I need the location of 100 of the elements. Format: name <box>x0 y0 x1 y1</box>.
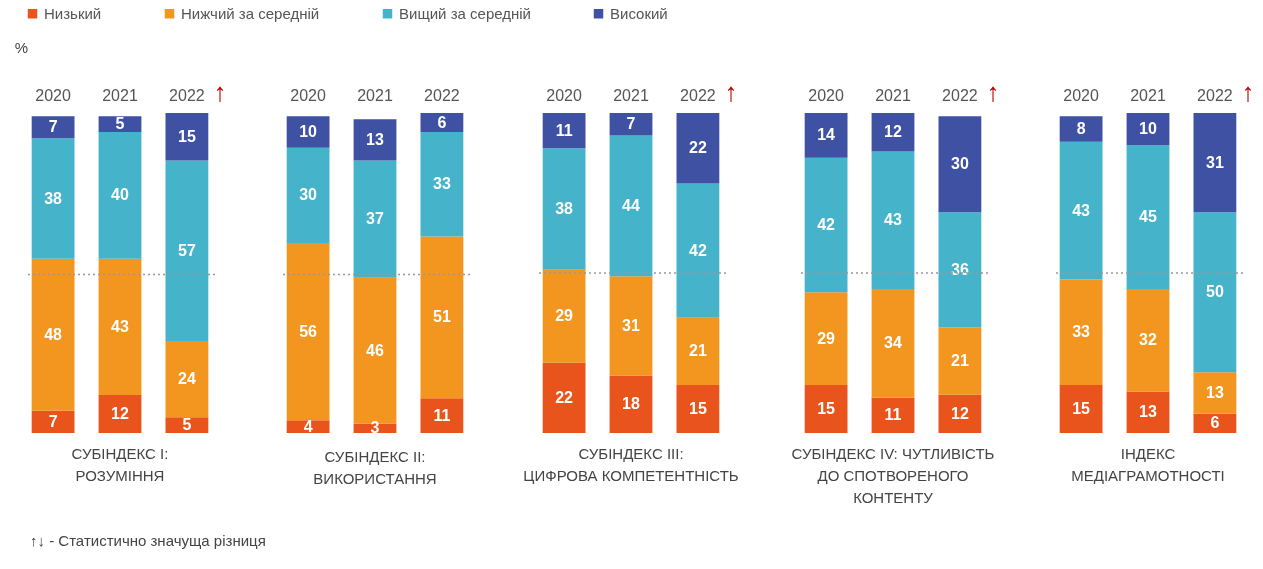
text: СУБІНДЕКС II: ВИКОРИСТАННЯ <box>313 448 437 488</box>
bar <box>938 394 982 433</box>
bar <box>676 183 720 318</box>
data-label: 22 <box>689 139 707 157</box>
x-tick-label: 2021 <box>1130 86 1166 104</box>
data-label: 40 <box>111 186 129 204</box>
data-label: 29 <box>555 307 574 325</box>
x-tick-label: 2020 <box>290 86 326 104</box>
bar <box>804 385 848 433</box>
legend-label: Нижчий за середній <box>181 4 320 22</box>
legend-label: Низький <box>44 4 102 22</box>
data-label: 32 <box>1139 331 1157 349</box>
data-label: 6 <box>1210 414 1220 432</box>
bar <box>609 135 653 277</box>
x-tick-label: 2022 <box>942 86 978 104</box>
bar <box>1059 141 1103 280</box>
data-label: 12 <box>111 404 129 422</box>
data-label: 10 <box>299 123 318 141</box>
x-tick-label: 2021 <box>357 86 393 104</box>
bar <box>676 317 720 385</box>
bar <box>165 113 209 161</box>
bar <box>31 138 75 259</box>
bar <box>938 116 982 213</box>
data-label: 43 <box>1072 201 1091 219</box>
bar <box>98 132 142 259</box>
bar <box>871 397 915 433</box>
bar <box>98 258 142 395</box>
bar <box>804 292 848 385</box>
data-label: 33 <box>1072 323 1091 341</box>
text: СУБІНДЕКС III: ЦИФРОВА КОМПЕТЕНТНІСТЬ <box>523 445 739 484</box>
data-label: 22 <box>555 388 574 406</box>
data-label: 18 <box>622 395 640 413</box>
data-label: 12 <box>884 123 902 141</box>
x-tick-label: 2020 <box>808 86 844 104</box>
data-label: 31 <box>622 316 640 334</box>
bar <box>165 417 209 433</box>
bar <box>542 269 586 363</box>
data-label: 3 <box>370 419 380 437</box>
y-axis-title: % <box>14 38 29 56</box>
bar <box>286 116 330 148</box>
bar <box>938 212 982 328</box>
data-label: 21 <box>689 342 707 360</box>
data-label: 15 <box>689 400 707 417</box>
data-label: 13 <box>1206 384 1224 401</box>
bar <box>871 289 915 398</box>
data-label: 15 <box>178 127 196 145</box>
data-label: 43 <box>111 317 129 335</box>
text: ↑ <box>213 77 227 107</box>
data-label: 38 <box>555 200 574 217</box>
data-label: 11 <box>884 406 902 424</box>
data-label: 6 <box>437 113 447 131</box>
data-label: 33 <box>433 175 451 193</box>
x-tick-label: 2022 <box>424 86 460 104</box>
data-label: 48 <box>44 325 63 343</box>
data-label: 15 <box>1072 400 1091 417</box>
data-label: 43 <box>884 211 902 229</box>
bar <box>1126 145 1170 289</box>
data-label: 38 <box>44 189 63 207</box>
bar <box>420 132 464 237</box>
bar <box>1059 279 1103 385</box>
data-label: 4 <box>303 417 313 435</box>
bar <box>609 375 653 433</box>
data-label: 44 <box>622 196 640 214</box>
bar <box>542 113 586 149</box>
bar <box>286 420 330 433</box>
data-label: 7 <box>48 118 58 136</box>
bar <box>31 410 75 433</box>
data-label: 11 <box>555 121 573 139</box>
data-label: 50 <box>1206 283 1224 301</box>
data-label: 15 <box>817 400 836 417</box>
bar <box>353 160 397 278</box>
x-tick-label: 2021 <box>875 86 911 104</box>
text: ІНДЕКС МЕДІАГРАМОТНОСТІ <box>1071 445 1225 484</box>
data-label: 36 <box>951 260 969 278</box>
bar <box>286 147 330 243</box>
data-label: 12 <box>951 404 969 422</box>
x-tick-label: 2021 <box>613 86 649 104</box>
x-tick-label: 2020 <box>35 86 71 104</box>
x-tick-label: 2021 <box>102 86 138 104</box>
text: ↑ <box>724 77 738 107</box>
bar <box>804 113 848 158</box>
text: СУБІНДЕКС IV: ЧУТЛИВІСТЬ ДО СПОТВОРЕНОГО КОНТЕНТУ <box>791 445 995 506</box>
bar <box>1193 372 1237 414</box>
bar <box>1193 113 1237 213</box>
bar <box>420 113 464 133</box>
bar <box>1193 212 1237 373</box>
data-label: 51 <box>433 308 451 326</box>
bar <box>676 113 720 184</box>
bar <box>286 242 330 421</box>
bar <box>420 398 464 433</box>
bar <box>353 119 397 161</box>
data-label: 13 <box>366 130 384 148</box>
x-tick-label: 2020 <box>546 86 582 104</box>
text: СУБІНДЕКС I: РОЗУМІННЯ <box>71 445 169 485</box>
bar <box>98 394 142 433</box>
text: ↑↓ - Статистично значуща різниця <box>30 532 267 549</box>
bar <box>676 385 720 433</box>
data-label: 46 <box>366 341 384 359</box>
data-label: 24 <box>178 370 196 388</box>
bar <box>938 327 982 395</box>
